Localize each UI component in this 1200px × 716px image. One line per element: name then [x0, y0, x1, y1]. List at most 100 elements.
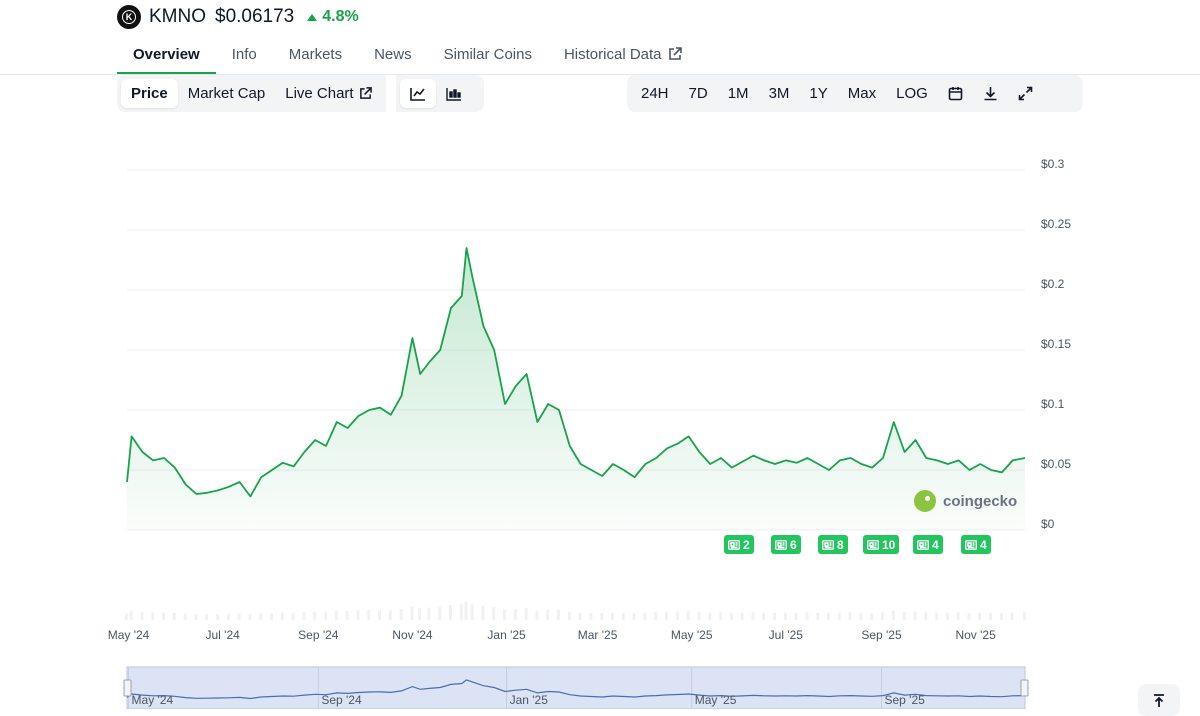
volume-bar: [492, 607, 496, 620]
coin-logo: K: [117, 5, 141, 29]
volume-bar: [324, 611, 328, 620]
tab-info[interactable]: Info: [231, 45, 257, 63]
x-tick-label: May '25: [671, 628, 713, 642]
volume-bar: [248, 614, 252, 620]
volume-bar: [172, 612, 176, 620]
x-tick-label: Jul '24: [206, 628, 241, 642]
newspaper-icon: [965, 539, 977, 550]
range-max[interactable]: Max: [847, 85, 877, 102]
chart-metric-toggle: Price Market Cap Live Chart: [117, 75, 484, 112]
y-tick-label: $0.25: [1041, 217, 1071, 231]
range-24h[interactable]: 24H: [641, 85, 669, 102]
volume-bar: [524, 608, 528, 620]
line-chart-icon: [409, 87, 425, 101]
volume-bar: [924, 612, 928, 620]
volume-bar: [805, 612, 809, 620]
navigator-left-handle[interactable]: [123, 679, 132, 697]
volume-bar: [697, 612, 701, 620]
volume-bar: [535, 610, 539, 620]
volume-bar: [686, 611, 690, 620]
x-tick-label: May '24: [108, 628, 150, 642]
volume-bar: [449, 604, 453, 620]
news-marker[interactable]: 8: [818, 535, 848, 554]
volume-bar: [827, 613, 831, 620]
download-button[interactable]: [973, 79, 1008, 108]
volume-bar: [399, 609, 403, 620]
tab-news[interactable]: News: [374, 45, 412, 63]
volume-bar: [237, 613, 241, 620]
price-toggle[interactable]: Price: [121, 79, 178, 108]
navigator-labels: May '24 Sep '24 Jan '25 May '25 Sep '25: [132, 693, 926, 707]
volume-bar: [345, 610, 349, 620]
line-chart-toggle[interactable]: [399, 79, 436, 108]
segment-separator: [385, 75, 396, 112]
volume-bar: [410, 606, 414, 620]
volume-bar: [999, 613, 1003, 620]
price-area: [127, 248, 1025, 530]
range-navigator[interactable]: May '24 Sep '24 Jan '25 May '25 Sep '25: [123, 666, 1029, 709]
candlestick-chart-toggle[interactable]: [436, 79, 472, 108]
news-marker[interactable]: 4: [961, 535, 991, 554]
volume-bar: [1023, 612, 1026, 620]
external-link-icon: [668, 47, 682, 61]
volume-bar: [459, 604, 463, 620]
range-1y[interactable]: 1Y: [809, 85, 828, 102]
volume-bar: [643, 612, 647, 620]
newspaper-icon: [917, 539, 929, 550]
volume-bars: [125, 601, 1026, 620]
scroll-to-top-button[interactable]: [1138, 684, 1180, 716]
tab-historical-data[interactable]: Historical Data: [548, 36, 698, 72]
calendar-button[interactable]: [938, 79, 973, 108]
volume-bar: [956, 612, 960, 620]
news-marker[interactable]: 4: [913, 535, 943, 554]
volume-bar: [740, 612, 744, 620]
volume-bar: [794, 612, 798, 620]
news-marker[interactable]: 2: [724, 535, 754, 554]
volume-bar: [621, 613, 625, 620]
tab-similar-coins[interactable]: Similar Coins: [443, 45, 532, 63]
news-marker[interactable]: 10: [863, 535, 900, 554]
volume-bar: [464, 601, 468, 620]
volume-bar: [935, 612, 939, 620]
range-1m[interactable]: 1M: [727, 85, 749, 102]
expand-button[interactable]: [1008, 79, 1043, 108]
log-scale-toggle[interactable]: LOG: [896, 85, 928, 102]
tab-overview[interactable]: Overview: [117, 36, 216, 74]
volume-bar: [729, 612, 733, 620]
navigator-right-handle[interactable]: [1020, 679, 1029, 697]
volume-bar: [503, 609, 507, 620]
volume-bar: [205, 614, 209, 620]
coingecko-watermark: coingecko: [914, 490, 1017, 512]
volume-bar: [913, 611, 917, 620]
x-tick-label: Jan '25: [487, 628, 526, 642]
volume-bar: [194, 614, 198, 620]
volume-bar: [611, 612, 615, 620]
volume-bar: [216, 614, 220, 620]
range-3m[interactable]: 3M: [768, 85, 790, 102]
volume-bar: [989, 613, 993, 620]
volume-bar: [259, 613, 263, 620]
navigator-tick-label: Jan '25: [510, 693, 549, 707]
market-cap-toggle[interactable]: Market Cap: [187, 85, 266, 102]
navigator-tick-label: May '25: [695, 693, 737, 707]
tab-markets[interactable]: Markets: [288, 45, 343, 63]
volume-bar: [481, 605, 485, 620]
range-toolbar: 24H 7D 1M 3M 1Y Max LOG: [627, 75, 1083, 112]
live-chart-link[interactable]: Live Chart: [275, 79, 381, 108]
volume-bar: [162, 612, 166, 620]
volume-bar: [751, 612, 755, 620]
volume-bar: [270, 613, 274, 620]
newspaper-icon: [775, 539, 787, 550]
tabs-divider: [0, 74, 1200, 75]
volume-bar: [859, 612, 863, 620]
range-7d[interactable]: 7D: [688, 85, 708, 102]
coin-header: K KMNO $0.06173 4.8%: [117, 4, 359, 30]
volume-bar: [356, 610, 360, 620]
volume-bar: [140, 612, 144, 620]
volume-bar: [816, 612, 820, 620]
scroll-to-top-icon: [1154, 694, 1164, 707]
news-marker[interactable]: 6: [771, 535, 801, 554]
y-axis-labels: $0 $0.05 $0.1 $0.15 $0.2 $0.25 $0.3: [1041, 157, 1071, 531]
coingecko-logo: [914, 490, 936, 512]
